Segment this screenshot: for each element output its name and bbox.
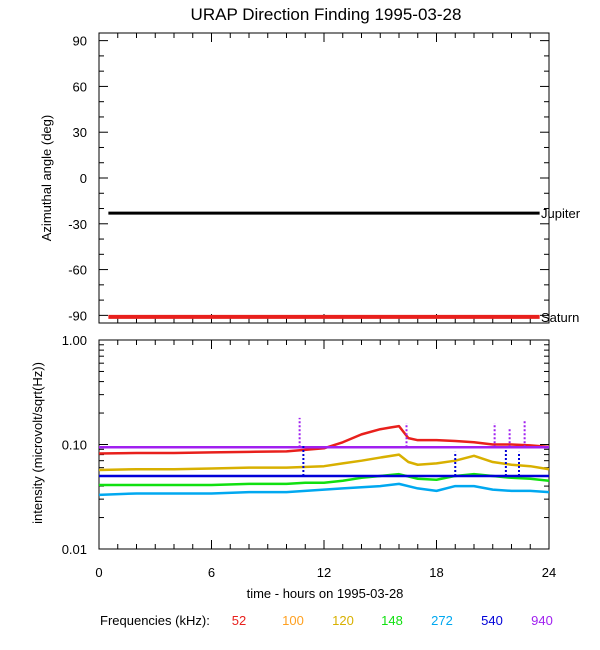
series-line-120 bbox=[98, 453, 550, 472]
planet-label-jupiter: Jupiter bbox=[541, 206, 581, 221]
azimuth-panel-frame bbox=[98, 32, 550, 324]
legend-item-148: 148 bbox=[381, 613, 403, 628]
azimuth-series: Jupiter Saturn bbox=[108, 206, 581, 325]
azimuth-y-tick-label: -60 bbox=[68, 263, 87, 278]
azimuth-y-tick-label: 90 bbox=[73, 34, 87, 49]
intensity-series bbox=[98, 417, 550, 497]
azimuth-panel: 90 60 30 0 -30 -60 -90 Jupiter Saturn Azimuthal… bbox=[39, 32, 581, 325]
frequency-legend: Frequencies (kHz): 52 100 120 148 272 540 940 bbox=[100, 613, 553, 628]
legend-label: Frequencies (kHz): bbox=[100, 613, 210, 628]
azimuth-y-tick-label: 0 bbox=[80, 171, 87, 186]
azimuth-ticks: 90 60 30 0 -30 -60 -90 bbox=[68, 33, 550, 323]
x-tick-label: 6 bbox=[208, 565, 215, 580]
intensity-y-tick-label: 1.00 bbox=[62, 333, 87, 348]
azimuth-y-tick-label: -90 bbox=[68, 308, 87, 323]
x-axis-label: time - hours on 1995-03-28 bbox=[247, 586, 404, 601]
azimuth-y-tick-label: 30 bbox=[73, 125, 87, 140]
azimuth-y-axis-label: Azimuthal angle (deg) bbox=[39, 115, 54, 241]
legend-item-940: 940 bbox=[531, 613, 553, 628]
intensity-y-tick-label: 0.10 bbox=[62, 438, 87, 453]
intensity-panel-frame bbox=[98, 339, 550, 550]
legend-item-120: 120 bbox=[332, 613, 354, 628]
intensity-panel: 1.00 0.10 0.01 0 6 12 18 24 intensity (microvol… bbox=[30, 333, 556, 601]
x-tick-label: 24 bbox=[542, 565, 556, 580]
x-tick-label: 0 bbox=[95, 565, 102, 580]
series-line-52 bbox=[98, 424, 550, 455]
legend-item-52: 52 bbox=[232, 613, 246, 628]
planet-label-saturn: Saturn bbox=[541, 310, 579, 325]
intensity-y-axis-label: intensity (microvolt/sqrt(Hz)) bbox=[30, 362, 45, 524]
x-tick-label: 18 bbox=[429, 565, 443, 580]
chart-title: URAP Direction Finding 1995-03-28 bbox=[191, 5, 462, 24]
intensity-y-tick-label: 0.01 bbox=[62, 542, 87, 557]
azimuth-y-tick-label: -30 bbox=[68, 217, 87, 232]
series-line-272 bbox=[98, 482, 550, 497]
legend-item-100: 100 bbox=[282, 613, 304, 628]
legend-item-272: 272 bbox=[431, 613, 453, 628]
intensity-ticks: 1.00 0.10 0.01 0 6 12 18 24 bbox=[62, 333, 557, 580]
legend-item-540: 540 bbox=[481, 613, 503, 628]
legend-items: 52 100 120 148 272 540 940 bbox=[232, 613, 553, 628]
x-tick-label: 12 bbox=[317, 565, 331, 580]
azimuth-y-tick-label: 60 bbox=[73, 79, 87, 94]
